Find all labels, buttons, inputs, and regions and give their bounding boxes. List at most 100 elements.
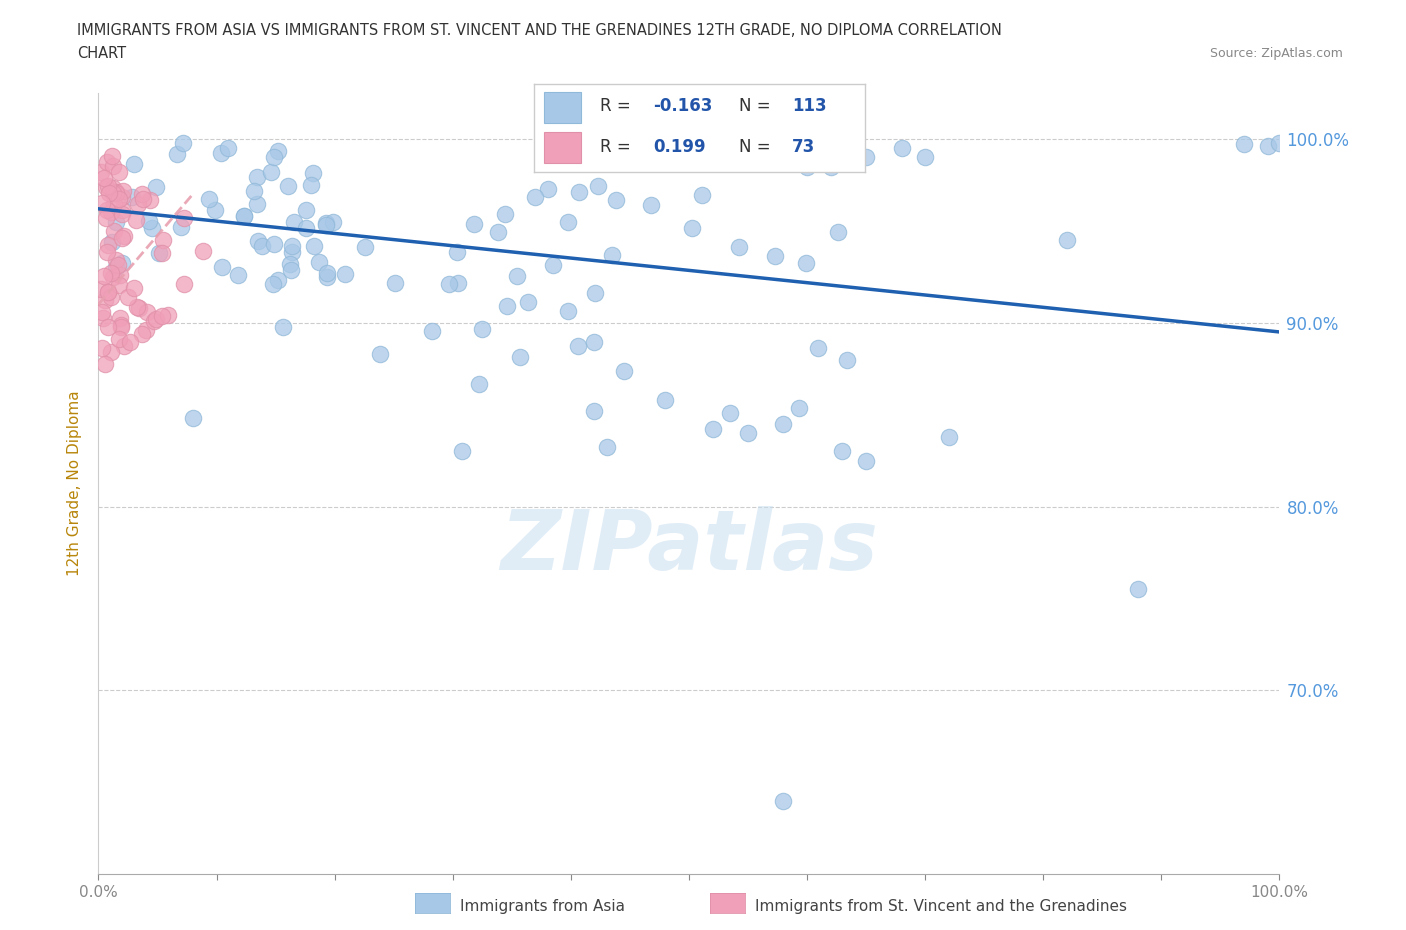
Point — [209, 146, 232, 161]
Point — [173, 210, 195, 225]
Point — [315, 216, 337, 231]
Point — [463, 217, 485, 232]
Point — [1268, 135, 1291, 150]
Point — [260, 165, 283, 179]
Point — [541, 258, 564, 272]
Point — [111, 190, 134, 205]
Point — [198, 193, 221, 207]
Point — [806, 341, 828, 356]
Point — [914, 150, 936, 165]
Point — [152, 232, 174, 247]
Point — [128, 300, 150, 315]
Point — [97, 285, 120, 299]
Point — [1233, 137, 1256, 152]
Point — [145, 179, 167, 194]
Point — [121, 190, 143, 205]
Point — [855, 150, 877, 165]
Point — [111, 206, 134, 221]
Point — [718, 405, 741, 420]
Point — [308, 254, 330, 269]
Point — [772, 793, 794, 808]
Point — [827, 224, 849, 239]
Point — [494, 207, 516, 222]
Point — [94, 179, 117, 194]
Point — [468, 377, 491, 392]
Point — [110, 318, 132, 333]
Point — [107, 277, 129, 292]
Point — [100, 345, 122, 360]
Point — [315, 266, 337, 281]
Point — [105, 259, 128, 274]
Point — [124, 280, 146, 295]
Point — [90, 165, 112, 179]
Point — [96, 155, 118, 170]
Point — [100, 205, 122, 219]
Text: IMMIGRANTS FROM ASIA VS IMMIGRANTS FROM ST. VINCENT AND THE GRENADINES 12TH GRAD: IMMIGRANTS FROM ASIA VS IMMIGRANTS FROM … — [77, 23, 1002, 38]
Point — [250, 239, 273, 254]
Point — [90, 340, 112, 355]
Point — [368, 347, 391, 362]
Point — [267, 143, 290, 158]
Point — [96, 202, 118, 217]
Point — [322, 215, 344, 230]
Point — [98, 185, 121, 200]
Point — [537, 181, 560, 196]
Point — [281, 238, 304, 253]
Point — [557, 214, 579, 229]
Point — [283, 215, 305, 230]
Point — [110, 268, 132, 283]
Point — [232, 209, 254, 224]
Point — [557, 303, 579, 318]
Point — [112, 184, 135, 199]
Point — [103, 196, 125, 211]
Point — [117, 289, 139, 304]
Point — [354, 240, 377, 255]
Point — [938, 430, 960, 445]
Point — [135, 304, 157, 319]
Point — [1056, 232, 1078, 247]
Point — [100, 289, 122, 304]
Point — [193, 244, 215, 259]
Point — [789, 401, 811, 416]
Point — [315, 218, 337, 232]
Text: -0.163: -0.163 — [654, 98, 713, 115]
Point — [139, 193, 162, 207]
Point — [796, 159, 818, 174]
Point — [471, 322, 494, 337]
Point — [138, 214, 160, 229]
Point — [583, 286, 606, 300]
Point — [122, 156, 145, 171]
Point — [278, 257, 301, 272]
Point — [131, 187, 153, 202]
Point — [267, 272, 290, 287]
Point — [654, 392, 676, 407]
Point — [447, 276, 470, 291]
Text: 0.199: 0.199 — [654, 139, 706, 156]
Point — [262, 276, 284, 291]
Point — [107, 258, 129, 272]
Point — [94, 293, 117, 308]
Point — [108, 192, 131, 206]
Point — [582, 334, 605, 349]
FancyBboxPatch shape — [544, 92, 581, 123]
Point — [173, 276, 195, 291]
Point — [100, 265, 122, 280]
Point — [142, 313, 165, 328]
Point — [90, 281, 112, 296]
Point — [702, 422, 724, 437]
Point — [127, 300, 149, 315]
Point — [583, 404, 606, 418]
Point — [794, 256, 817, 271]
Point — [271, 320, 294, 335]
Point — [96, 245, 118, 259]
Text: N =: N = — [740, 98, 776, 115]
Point — [728, 240, 751, 255]
Point — [295, 220, 318, 235]
Point — [101, 234, 124, 249]
Point — [302, 166, 325, 180]
Point — [97, 285, 120, 299]
Point — [495, 299, 517, 313]
FancyBboxPatch shape — [544, 132, 581, 164]
Point — [681, 220, 703, 235]
Point — [1126, 582, 1149, 597]
